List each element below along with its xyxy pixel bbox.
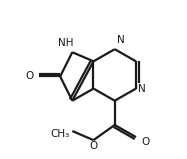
Text: N: N [117,35,125,45]
Text: N: N [138,84,146,94]
Text: NH: NH [59,38,74,48]
Text: CH₃: CH₃ [50,129,70,139]
Text: O: O [89,141,98,151]
Text: O: O [141,137,149,147]
Text: O: O [26,71,34,81]
